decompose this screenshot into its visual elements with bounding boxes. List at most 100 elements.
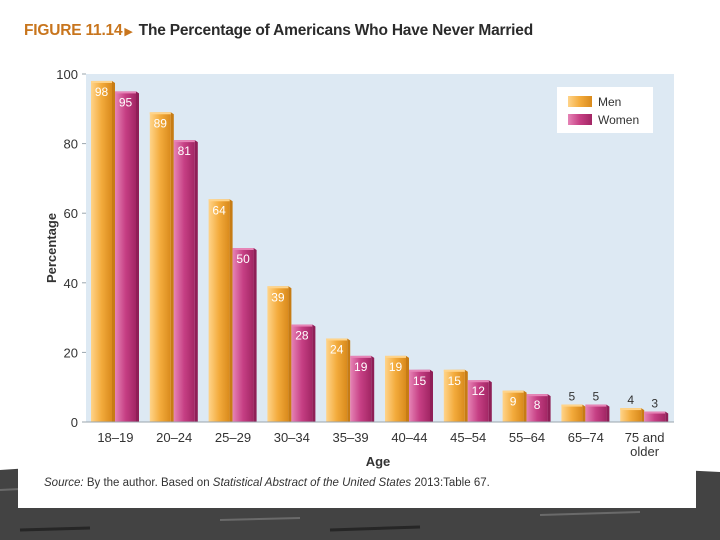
source-publication: Statistical Abstract of the United State… [212, 477, 412, 489]
y-axis-label: Percentage [44, 213, 59, 283]
legend-box [557, 87, 653, 133]
bar-side-men [582, 404, 586, 422]
source-lead: Source: [44, 477, 84, 489]
bar-men [385, 355, 406, 422]
bar-top-men [267, 286, 289, 289]
figure-title: FIGURE 11.14 ▶ The Percentage of Americans… [24, 22, 533, 40]
bar-women [232, 248, 254, 422]
bar-side-women [136, 91, 139, 423]
figure-label: FIGURE 11.14 [24, 22, 123, 39]
bar-top-women [115, 91, 136, 94]
y-tick-label: 100 [56, 67, 78, 82]
x-tick-label: 30–34 [274, 430, 310, 445]
bar-side-women [371, 355, 375, 422]
bar-men [91, 80, 112, 423]
bar-value-label-men: 39 [271, 290, 285, 304]
bar-value-label-women: 28 [295, 329, 309, 343]
legend-swatch-women [568, 114, 592, 125]
bar-value-label-women: 12 [472, 384, 486, 398]
x-tick-label: 35–39 [333, 430, 369, 445]
bar-side-women [430, 369, 433, 422]
bar-men [326, 338, 348, 422]
bar-side-men [170, 112, 174, 422]
x-tick-label: 55–64 [509, 430, 545, 445]
bar-men [620, 408, 642, 422]
bar-women [173, 140, 195, 422]
x-tick-label: 20–24 [156, 430, 192, 445]
source-note: Source: By the author. Based on Statisti… [44, 477, 490, 489]
bar-top-women [173, 140, 195, 143]
bar-value-label-men: 19 [389, 360, 403, 374]
legend: Men Women [557, 87, 653, 133]
figure-arrow-icon: ▶ [124, 26, 133, 38]
bar-value-label-women: 8 [534, 398, 541, 412]
bar-top-women [291, 324, 313, 327]
bar-value-label-men: 15 [448, 374, 462, 388]
x-tick-label: 25–29 [215, 430, 251, 445]
figure-title-text: The Percentage of Americans Who Have Nev… [138, 22, 533, 39]
bar-top-men [91, 80, 112, 83]
bar-value-label-women: 95 [119, 95, 133, 109]
bar-women [409, 369, 430, 422]
x-tick-label: older [630, 444, 660, 459]
bar-top-women [644, 411, 666, 414]
bar-value-label-men: 89 [154, 116, 168, 130]
bar-side-women [312, 324, 316, 422]
bar-side-men [347, 338, 351, 422]
bar-men [561, 404, 583, 422]
bar-top-women [232, 248, 254, 250]
x-tick-label: 40–44 [391, 430, 427, 445]
bar-value-label-men: 24 [330, 342, 344, 356]
bar-side-men [464, 369, 468, 422]
bar-value-label-men: 9 [510, 395, 517, 409]
bar-top-men [620, 408, 642, 411]
y-tick-label: 40 [64, 276, 78, 291]
bar-men [267, 286, 289, 422]
bar-side-women [606, 404, 610, 422]
bar-side-women [547, 394, 551, 422]
bar-women [467, 380, 489, 422]
source-text-after: 2013:Table 67. [411, 477, 490, 489]
bar-men [208, 199, 230, 422]
y-tick-label: 20 [64, 345, 78, 360]
bar-value-label-women: 15 [413, 374, 427, 388]
bar-men [149, 112, 171, 422]
bar-top-women [350, 355, 372, 358]
bar-women [291, 324, 313, 422]
bar-women [526, 394, 548, 422]
y-tick-label: 60 [64, 206, 78, 221]
bar-top-women [526, 394, 548, 397]
bar-side-men [523, 390, 527, 422]
bar-value-label-women: 3 [651, 397, 658, 411]
bar-top-men [385, 355, 406, 358]
legend-label-men: Men [598, 95, 621, 109]
x-tick-label: 18–19 [97, 430, 133, 445]
bar-men [502, 390, 524, 422]
x-tick-label: 75 and [625, 430, 665, 445]
bar-top-men [502, 390, 524, 393]
bar-side-men [112, 80, 115, 423]
bar-women [644, 411, 666, 422]
bar-men [443, 369, 465, 422]
bar-top-men [326, 338, 348, 341]
bar-side-women [253, 248, 257, 422]
bar-top-men [443, 369, 465, 372]
bar-value-label-men: 4 [627, 393, 634, 407]
bar-top-men [149, 112, 171, 115]
source-text-before: By the author. Based on [83, 477, 213, 489]
bar-side-men [641, 408, 645, 422]
bar-women [585, 404, 607, 422]
bar-women [115, 91, 136, 423]
bar-value-label-men: 98 [95, 85, 109, 99]
bar-side-women [194, 140, 198, 422]
bar-side-men [229, 199, 233, 422]
bar-top-women [409, 369, 430, 372]
bar-top-women [467, 380, 489, 383]
bar-side-men [288, 286, 292, 422]
bar-side-women [488, 380, 492, 422]
bar-value-label-women: 81 [178, 144, 192, 158]
bar-side-men [406, 355, 409, 422]
